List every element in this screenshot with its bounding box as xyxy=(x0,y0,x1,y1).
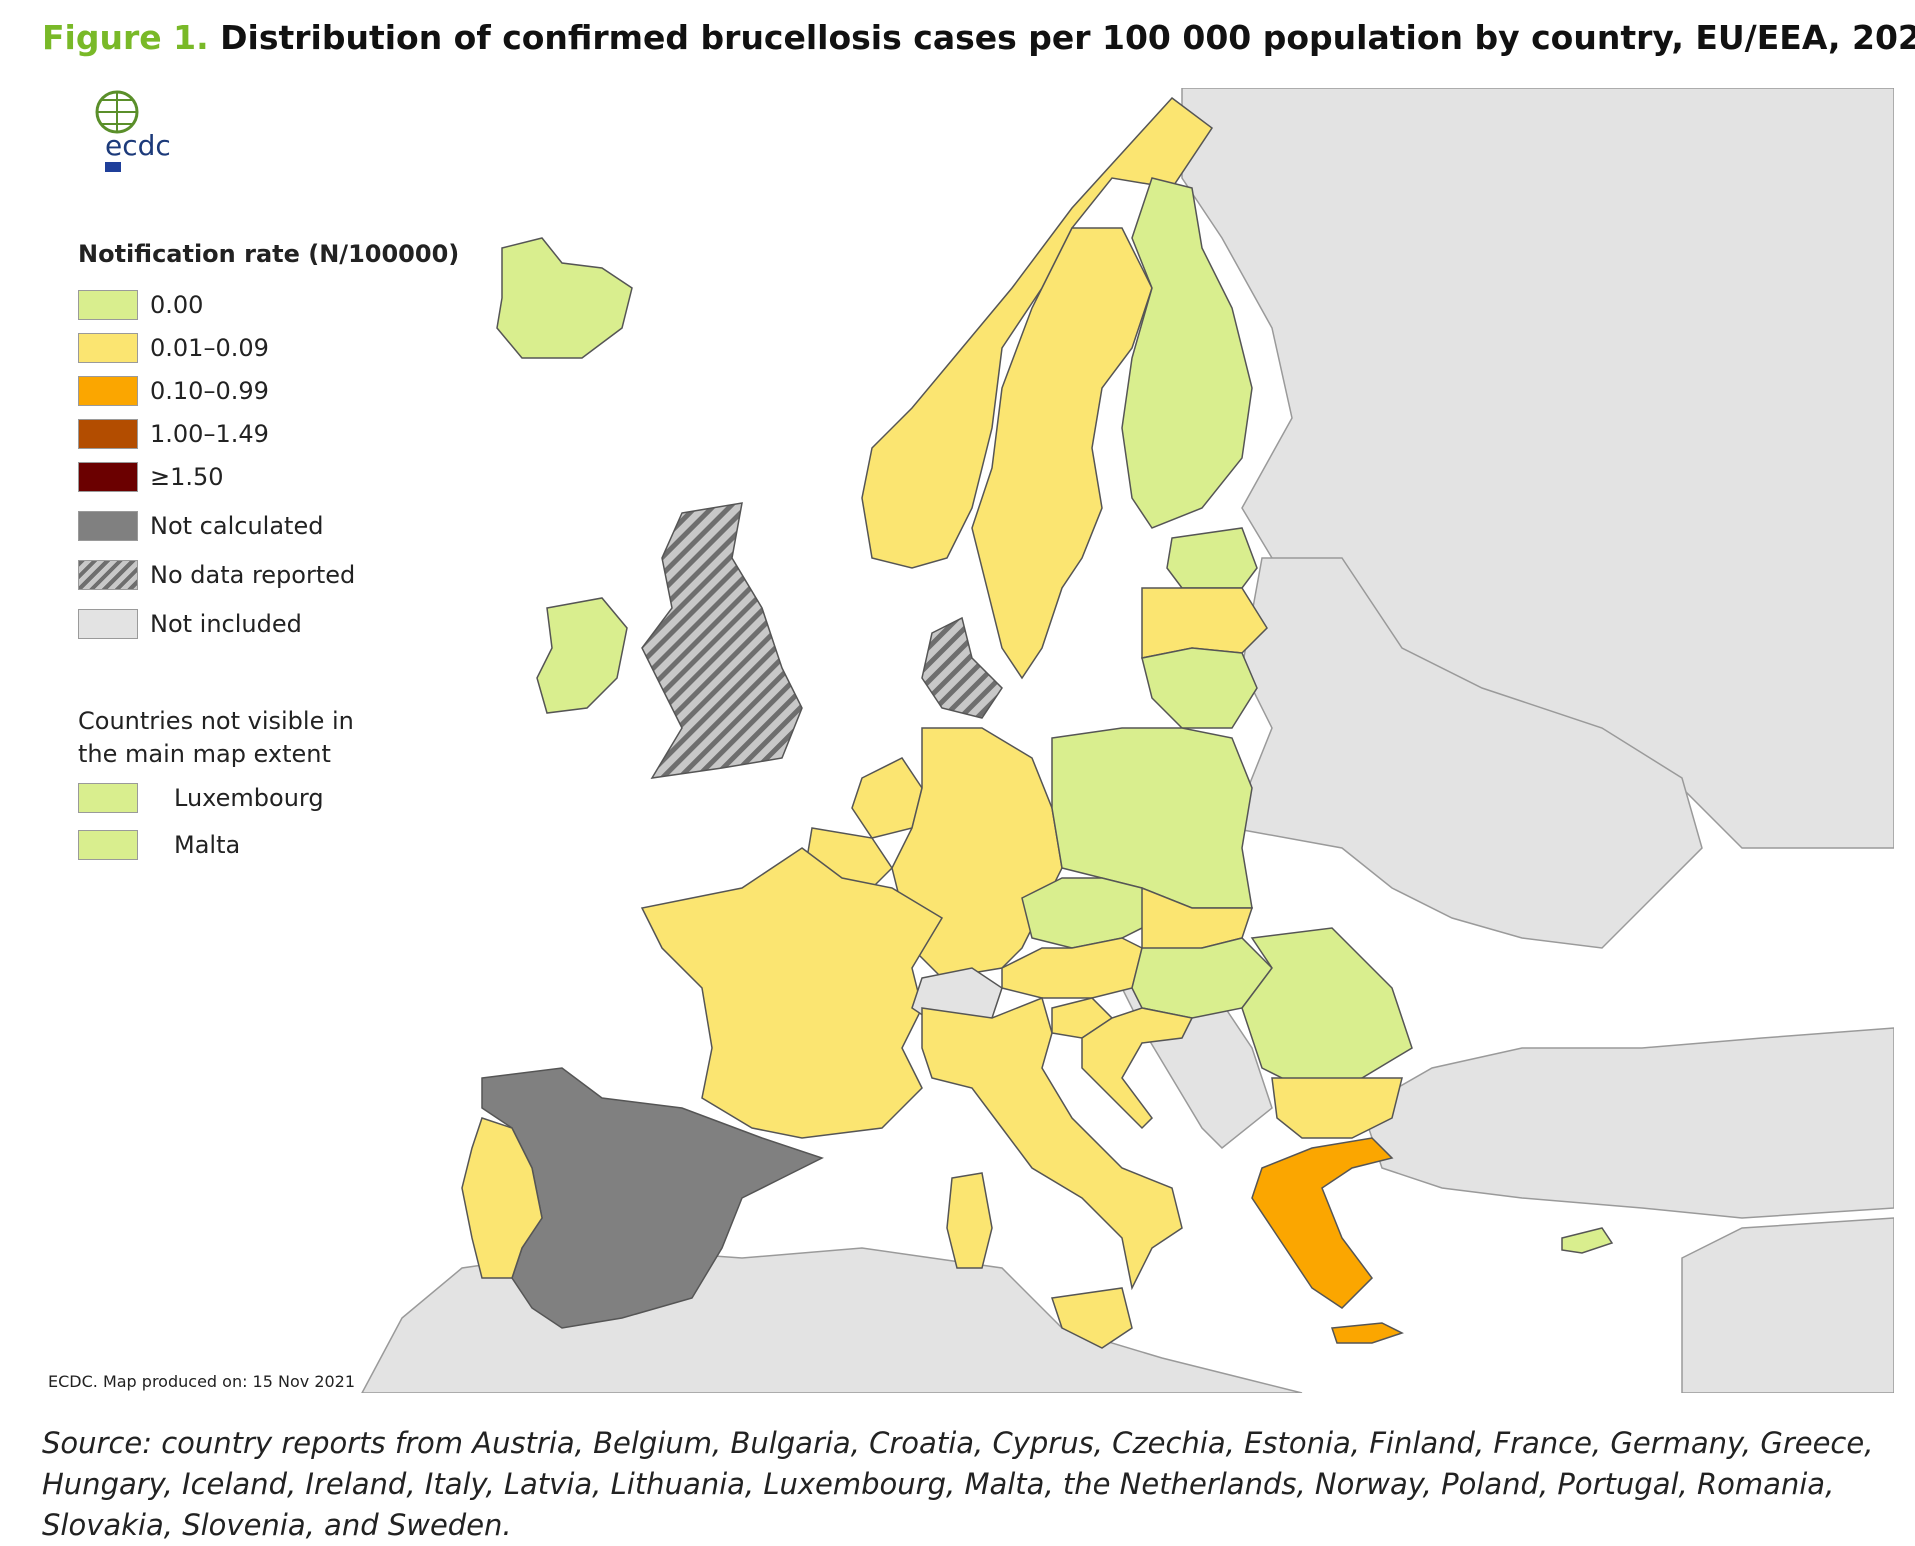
country-lithuania xyxy=(1141,647,1258,729)
legend-item-6: No data reported xyxy=(78,560,355,590)
legend-swatch-1 xyxy=(78,333,138,363)
country-norway xyxy=(861,96,1214,569)
country-greece xyxy=(1251,1137,1394,1309)
europe-map xyxy=(42,88,1894,1393)
country-cyprus xyxy=(1561,1227,1614,1254)
country-italy-sicily xyxy=(1051,1287,1133,1349)
not-visible-title: Countries not visible in the main map ex… xyxy=(78,707,354,768)
legend-item-2: 0.10–0.99 xyxy=(78,376,269,406)
legend-swatch-2 xyxy=(78,376,138,406)
map-frame xyxy=(42,88,1894,1393)
not-visible-label-0: Luxembourg xyxy=(174,784,324,812)
legend-item-4: ≥1.50 xyxy=(78,462,224,492)
legend-swatch-5 xyxy=(78,511,138,541)
country-bulgaria xyxy=(1271,1077,1403,1139)
globe-icon xyxy=(95,90,139,134)
country-sweden xyxy=(971,227,1153,680)
country-france xyxy=(640,847,944,1139)
country-ireland xyxy=(536,597,628,714)
country-italy xyxy=(921,996,1183,1291)
eu-flag-icon xyxy=(105,162,121,172)
country-greece-crete xyxy=(1330,1322,1404,1344)
source-note: Source: country reports from Austria, Be… xyxy=(42,1426,1874,1542)
country-portugal xyxy=(461,1117,543,1279)
turkey-land xyxy=(1361,1027,1894,1219)
legend-label-6: No data reported xyxy=(150,561,356,589)
country-finland xyxy=(1121,177,1253,529)
country-united-kingdom xyxy=(641,502,803,779)
not-visible-swatch-0 xyxy=(78,783,138,813)
legend-swatch-4 xyxy=(78,462,138,492)
legend-item-0: 0.00 xyxy=(78,290,203,320)
not-visible-item-0: Luxembourg xyxy=(78,783,324,813)
legend-label-2: 0.10–0.99 xyxy=(150,377,269,405)
legend-item-7: Not included xyxy=(78,609,302,639)
legend-swatch-7 xyxy=(78,609,138,639)
legend-item-1: 0.01–0.09 xyxy=(78,333,269,363)
middle-east-land xyxy=(1681,1217,1894,1393)
legend-title: Notification rate (N/100000) xyxy=(78,240,460,268)
map-legend: Notification rate (N/100000) 0.00 0.01–0… xyxy=(78,240,460,639)
legend-item-3: 1.00–1.49 xyxy=(78,419,269,449)
logo-text: ecdc xyxy=(105,129,171,162)
country-italy-sardinia xyxy=(946,1172,993,1269)
legend-item-5: Not calculated xyxy=(78,511,323,541)
legend-label-5: Not calculated xyxy=(150,512,324,540)
not-visible-swatch-1 xyxy=(78,830,138,860)
figure-label: Figure 1. xyxy=(42,18,209,57)
not-visible-item-1: Malta xyxy=(78,830,240,860)
figure-title-text: Distribution of confirmed brucellosis ca… xyxy=(220,18,1915,57)
legend-label-4: ≥1.50 xyxy=(150,463,224,491)
legend-label-7: Not included xyxy=(150,610,302,638)
legend-swatch-0 xyxy=(78,290,138,320)
legend-label-3: 1.00–1.49 xyxy=(150,420,269,448)
legend-swatch-6 xyxy=(78,560,138,590)
country-estonia xyxy=(1166,527,1258,589)
figure-title: Figure 1. Distribution of confirmed bruc… xyxy=(42,18,1915,57)
ecdc-logo: ecdc xyxy=(95,90,171,172)
belarus-ukraine-land xyxy=(1230,557,1703,949)
legend-swatch-3 xyxy=(78,419,138,449)
legend-label-0: 0.00 xyxy=(150,291,204,319)
country-croatia xyxy=(1081,1007,1194,1130)
map-credit: ECDC. Map produced on: 15 Nov 2021 xyxy=(48,1372,356,1391)
country-latvia xyxy=(1141,587,1268,659)
country-denmark xyxy=(921,616,1003,719)
not-visible-label-1: Malta xyxy=(174,831,241,859)
country-iceland xyxy=(496,237,633,359)
legend-label-1: 0.01–0.09 xyxy=(150,334,269,362)
